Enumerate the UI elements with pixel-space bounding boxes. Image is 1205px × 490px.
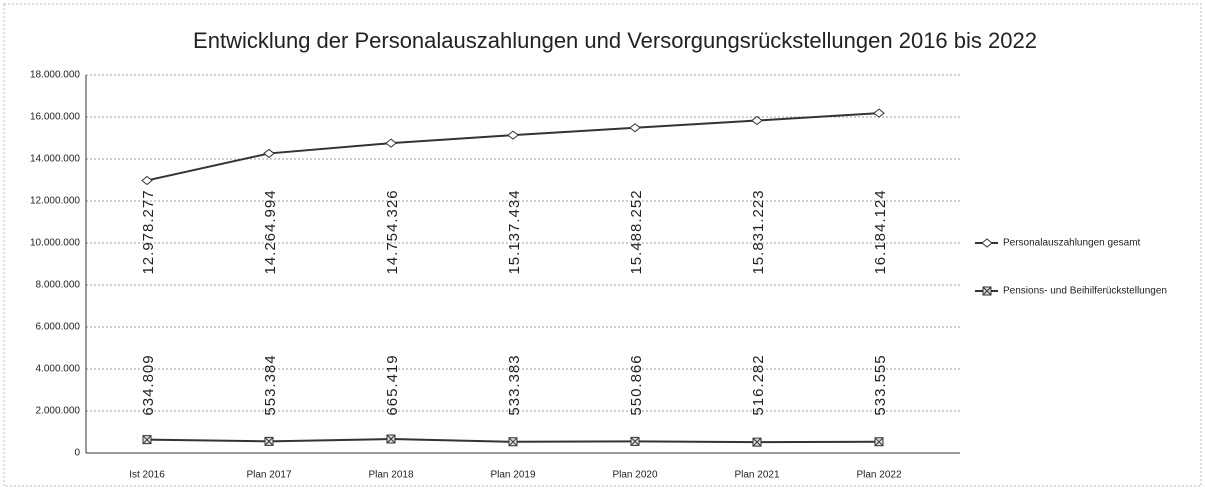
y-tick-label: 10.000.000 [30,238,80,249]
data-label: 15.831.223 [750,189,767,274]
point [263,148,275,159]
data-label: 15.488.252 [628,189,645,274]
data-label: 15.137.434 [506,189,523,274]
y-tick-label: 4.000.000 [36,364,81,375]
point [752,437,762,447]
legend-label: Pensions- und Beihilferückstellungen [1003,286,1167,297]
frame [3,3,1202,487]
point [630,436,640,446]
data-label: 14.754.326 [384,189,401,274]
x-tick-label: Plan 2018 [368,470,413,481]
x-tick-label: Plan 2019 [490,470,535,481]
x-tick-label: Plan 2021 [734,470,779,481]
data-label: 533.555 [872,354,889,415]
y-tick-label: 12.000.000 [30,196,80,207]
data-label: 634.809 [140,354,157,415]
legend-marker [982,286,992,296]
point [508,437,518,447]
x-tick-label: Ist 2016 [129,470,165,481]
x-tick-label: Plan 2017 [246,470,291,481]
y-tick-label: 14.000.000 [30,154,80,165]
point [873,108,885,118]
data-label: 553.384 [262,354,279,415]
y-tick-label: 18.000.000 [30,70,80,81]
data-label: 516.282 [750,354,767,415]
point [751,115,763,126]
data-label: 14.264.994 [262,189,279,274]
y-tick-label: 6.000.000 [36,322,81,333]
x-tick-label: Plan 2022 [856,470,901,481]
point [264,436,274,446]
point [507,130,519,140]
point [386,434,396,444]
point [874,437,884,447]
point [629,123,641,133]
legend-label: Personalauszahlungen gesamt [1003,238,1141,249]
point [385,138,397,148]
legend-marker [981,238,993,248]
data-label: 16.184.124 [872,189,889,274]
y-tick-label: 2.000.000 [36,406,81,417]
point [141,175,153,186]
data-label: 533.383 [506,354,523,415]
x-tick-label: Plan 2020 [612,470,657,481]
series-line [146,112,880,182]
chart-title: Entwicklung der Personalauszahlungen und… [193,28,1037,53]
data-label: 12.978.277 [140,189,157,274]
data-label: 550.866 [628,354,645,415]
y-tick-label: 16.000.000 [30,112,80,123]
y-tick-label: 8.000.000 [36,280,81,291]
data-label: 665.419 [384,354,401,415]
y-tick-label: 0 [74,448,80,459]
point [142,435,152,445]
